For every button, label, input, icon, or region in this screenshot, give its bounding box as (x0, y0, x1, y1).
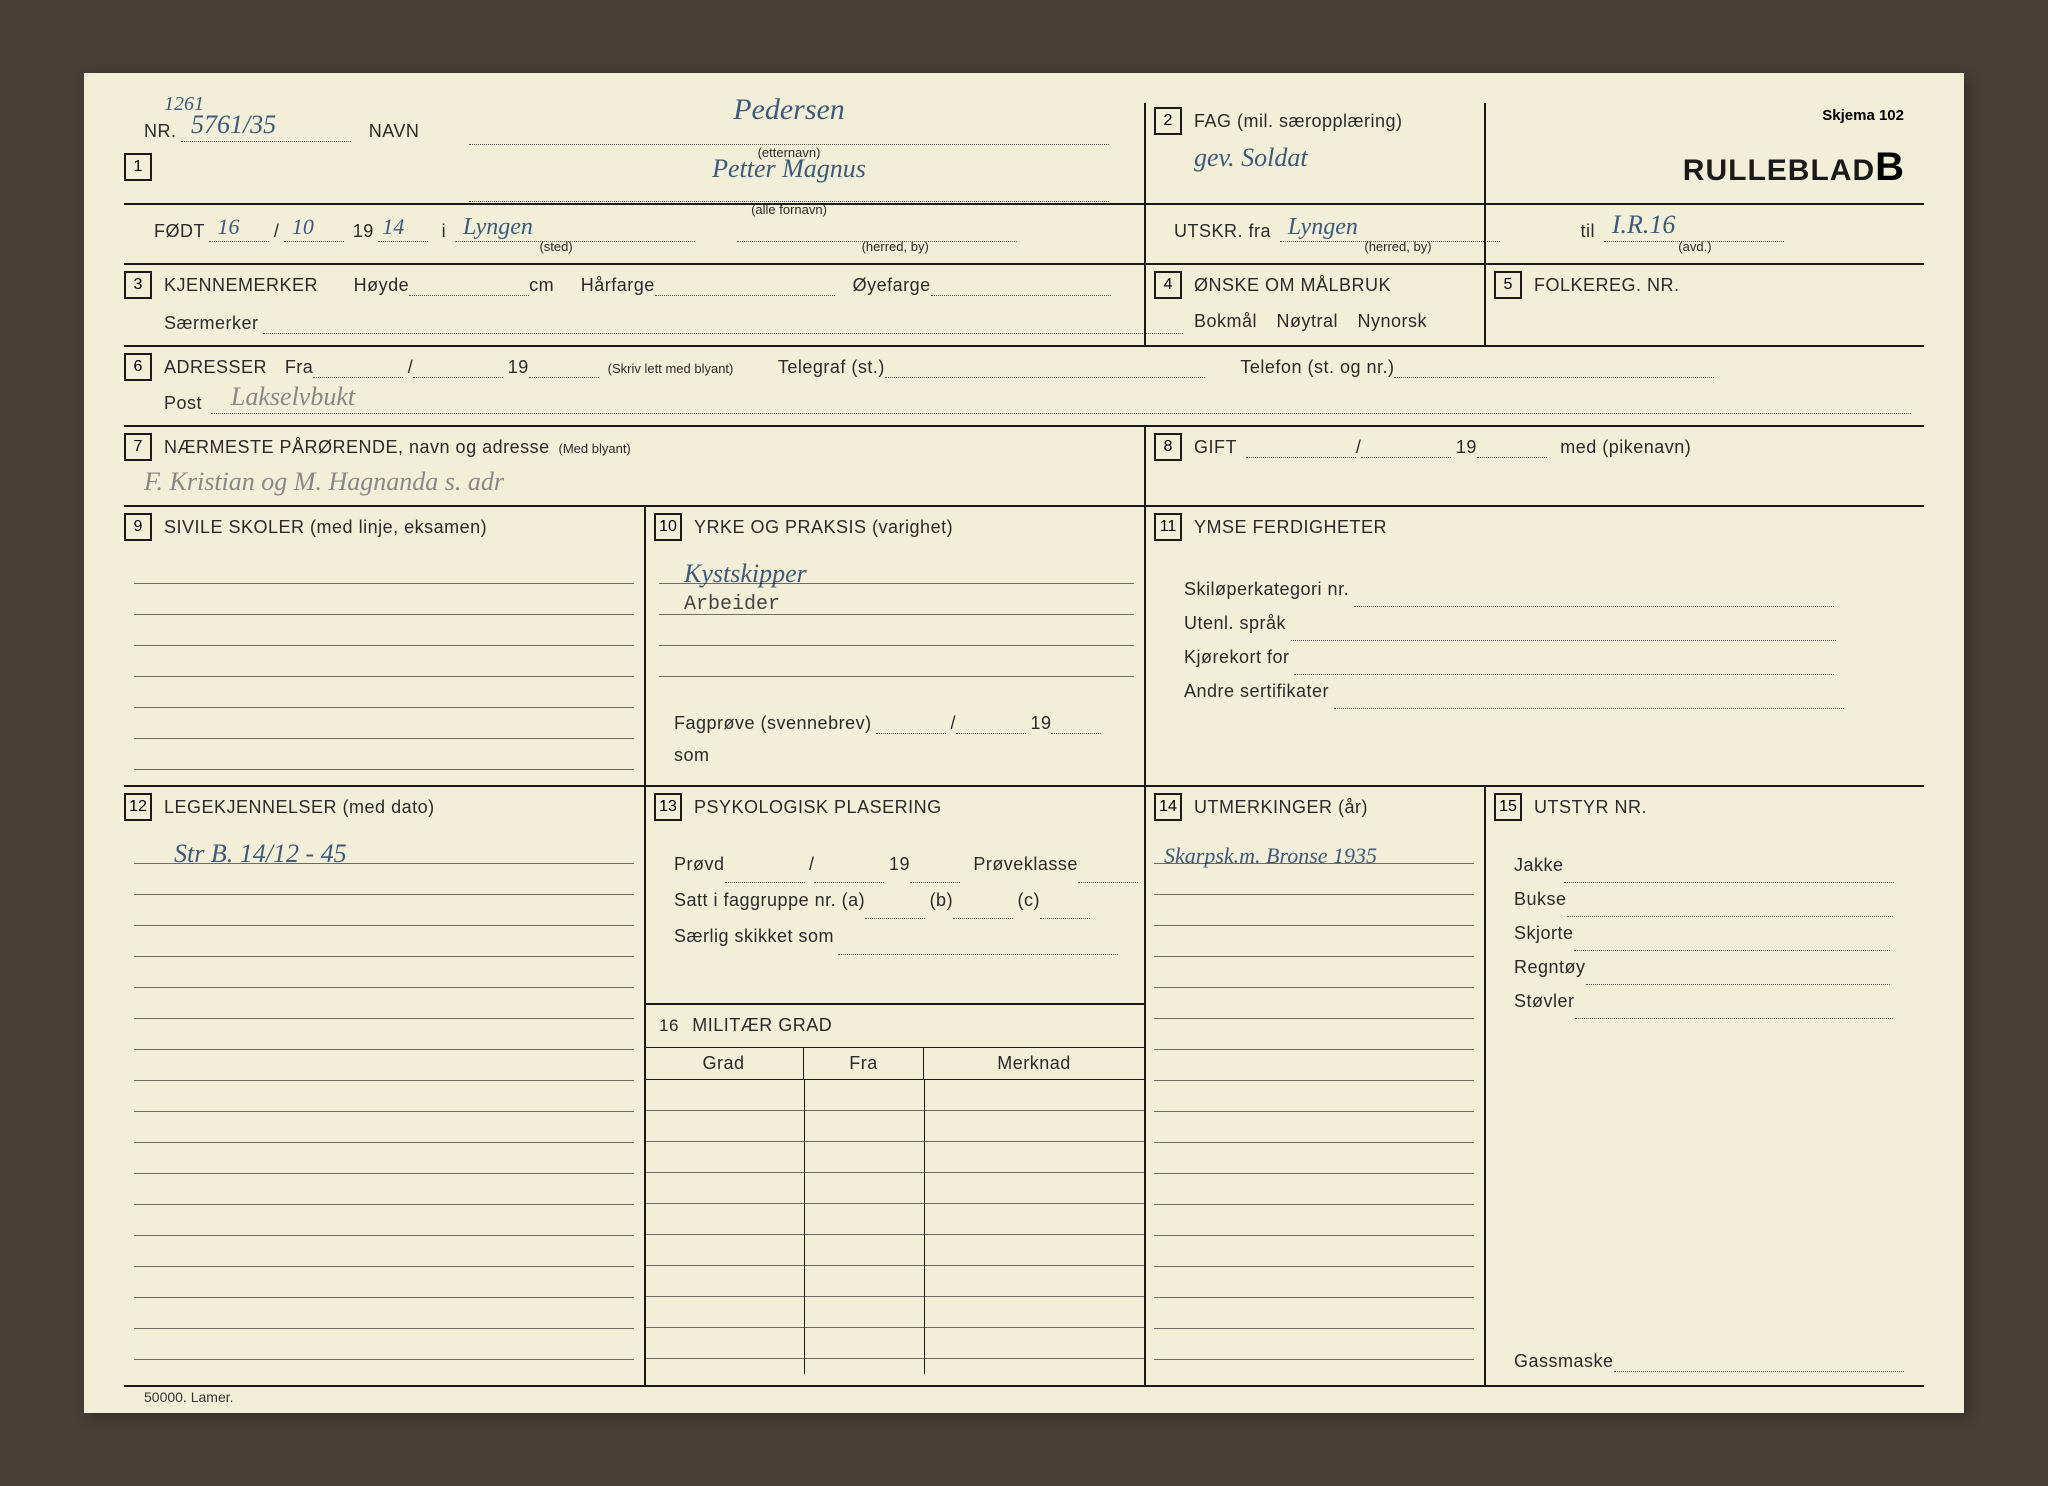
rulleblad-title: RULLEBLADB (1683, 145, 1904, 190)
row-nr: NR. 5761/35 NAVN (144, 121, 419, 142)
fag-label: FAG (mil. særopplæring) (1194, 111, 1403, 132)
section-10-box: 10 (654, 513, 682, 541)
forenames: Petter Magnus (464, 154, 1114, 184)
section-13-box: 13 (654, 793, 682, 821)
adresser-post: Post Lakselvbukt (164, 393, 1911, 414)
section-15-box: 15 (1494, 793, 1522, 821)
section-3-box: 3 (124, 271, 152, 299)
utmerkinger-label: UTMERKINGER (år) (1194, 797, 1368, 818)
yrke-label: YRKE OG PRAKSIS (varighet) (694, 517, 953, 538)
section-16-box: 16 MILITÆR GRAD (659, 1015, 832, 1036)
section-4-box: 4 (1154, 271, 1182, 299)
maalbruk-label: ØNSKE OM MÅLBRUK (1194, 275, 1391, 296)
section-9-box: 9 (124, 513, 152, 541)
utskr-row: UTSKR. fra Lyngen (herred, by) til I.R.1… (1174, 221, 1822, 242)
section-7-box: 7 (124, 433, 152, 461)
gift-row: GIFT / 19 med (pikenavn) (1194, 437, 1691, 458)
ymse-label: YMSE FERDIGHETER (1194, 517, 1387, 538)
utstyr-label: UTSTYR NR. (1534, 797, 1647, 818)
paarorende-label: NÆRMESTE PÅRØRENDE, navn og adresse (Med… (164, 437, 631, 458)
maalbruk-opts: Bokmål Nøytral Nynorsk (1194, 311, 1427, 332)
psyko-label: PSYKOLOGISK PLASERING (694, 797, 942, 818)
kjennemerker-row: KJENNEMERKER Høydecm Hårfarge Øyefarge (164, 275, 1111, 296)
fagprove-som: som (674, 745, 710, 766)
surname-block: Pedersen (etternavn) Petter Magnus (alle… (464, 93, 1114, 217)
fagprove-row: Fagprøve (svennebrev) / 19 (674, 713, 1101, 734)
nr-label: NR. (144, 121, 177, 141)
section-2-box: 2 (1154, 107, 1182, 135)
fag-value: gev. Soldat (1194, 143, 1308, 173)
section-12-box: 12 (124, 793, 152, 821)
legekjennelser-label: LEGEKJENNELSER (med dato) (164, 797, 435, 818)
skjema-label: Skjema 102 (1822, 107, 1904, 124)
printer-note: 50000. Lamer. (144, 1389, 234, 1405)
folkereg-label: FOLKEREG. NR. (1534, 275, 1680, 296)
navn-label: NAVN (369, 121, 420, 141)
ymse-list: Skiløperkategori nr. Utenl. språk Kjørek… (1184, 573, 1844, 709)
saermerker-row: Særmerker (164, 313, 1183, 334)
section-8-box: 8 (1154, 433, 1182, 461)
paarorende-value: F. Kristian og M. Hagnanda s. adr (144, 467, 504, 497)
section-6-box: 6 (124, 353, 152, 381)
section-5-box: 5 (1494, 271, 1522, 299)
sivile-skoler-lines (134, 553, 634, 773)
rulleblad-card: 1261 NR. 5761/35 NAVN 1 Pedersen (ettern… (84, 73, 1964, 1413)
fodt-row: FØDT 16 / 10 19 14 i Lyngen (sted) (herr… (154, 221, 1089, 242)
yrke-lines (659, 553, 1134, 683)
legekjennelser-lines (134, 833, 634, 1373)
gassmaske: Gassmaske (1514, 1351, 1904, 1372)
sivile-skoler-label: SIVILE SKOLER (med linje, eksamen) (164, 517, 487, 538)
psyko-rows: Prøvd / 19 Prøveklasse Satt i faggruppe … (674, 847, 1138, 955)
section-1-box: 1 (124, 153, 152, 181)
militaer-grad-table: Grad Fra Merknad (644, 1047, 1144, 1383)
section-14-box: 14 (1154, 793, 1182, 821)
adresser-row1: ADRESSER Fra / 19 (Skriv lett med blyant… (164, 357, 1714, 378)
utmerkinger-lines (1154, 833, 1474, 1373)
surname: Pedersen (464, 93, 1114, 127)
utstyr-list: Jakke Bukse Skjorte Regntøy Støvler (1514, 849, 1894, 1019)
nr-value: 5761/35 (191, 110, 276, 140)
section-11-box: 11 (1154, 513, 1182, 541)
